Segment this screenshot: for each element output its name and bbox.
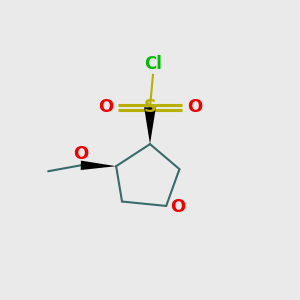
Text: O: O [170,198,186,216]
Text: O: O [98,98,113,116]
Text: O: O [73,145,88,163]
Polygon shape [81,160,116,170]
Polygon shape [144,107,156,144]
Text: S: S [143,98,157,116]
Text: Cl: Cl [144,55,162,73]
Text: O: O [187,98,202,116]
